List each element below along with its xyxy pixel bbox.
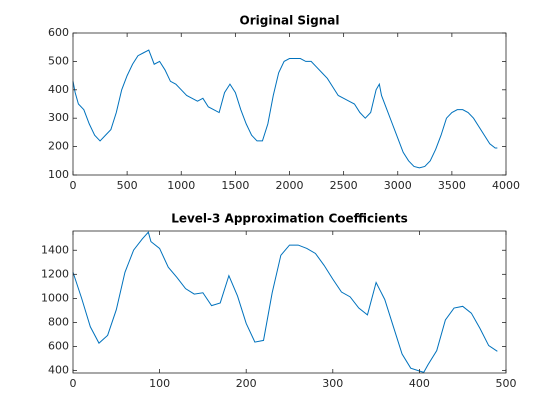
x-tick-label: 200: [236, 377, 257, 390]
x-tick-label: 100: [149, 377, 170, 390]
y-tick-label: 600: [48, 340, 69, 353]
y-tick-label: 1400: [41, 243, 69, 256]
axes-background: [73, 33, 506, 175]
x-tick-label: 500: [496, 377, 517, 390]
x-tick-label: 2500: [330, 179, 358, 192]
y-tick-label: 1200: [41, 267, 69, 280]
x-tick-label: 400: [409, 377, 430, 390]
y-tick-label: 400: [48, 83, 69, 96]
y-tick-label: 1000: [41, 291, 69, 304]
x-tick-label: 1000: [167, 179, 195, 192]
x-tick-label: 3500: [438, 179, 466, 192]
axes-background: [73, 231, 506, 373]
signal-line: [72, 49, 498, 169]
x-tick-label: 0: [70, 377, 77, 390]
y-tick-label: 800: [48, 315, 69, 328]
signal-line: [72, 231, 498, 374]
x-tick-label: 4000: [492, 179, 520, 192]
y-tick-label: 200: [48, 140, 69, 153]
axes-title: Level-3 Approximation Coefficients: [171, 212, 408, 226]
y-tick-label: 500: [48, 54, 69, 67]
axes-box: [72, 230, 507, 374]
x-tick-label: 2000: [276, 179, 304, 192]
x-tick-label: 1500: [221, 179, 249, 192]
axes-title: Original Signal: [240, 14, 340, 28]
x-tick-label: 0: [70, 179, 77, 192]
y-tick-label: 600: [48, 26, 69, 39]
x-tick-label: 500: [117, 179, 138, 192]
x-tick-label: 300: [322, 377, 343, 390]
y-tick-label: 100: [48, 168, 69, 181]
y-tick-label: 400: [48, 364, 69, 377]
y-tick-label: 300: [48, 111, 69, 124]
x-tick-label: 3000: [384, 179, 412, 192]
